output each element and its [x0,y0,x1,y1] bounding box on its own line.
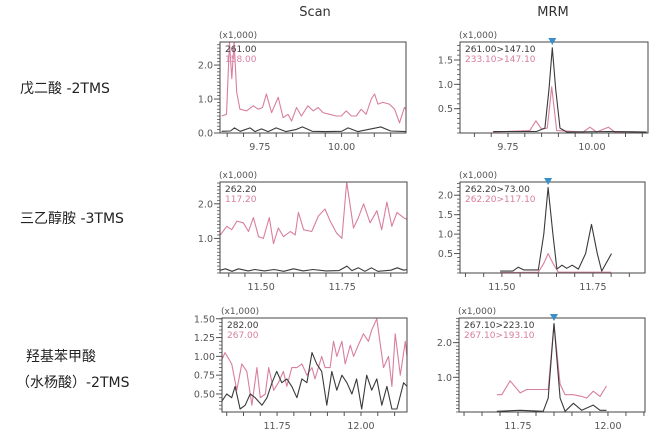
series-line-262.20>73.00 [500,186,612,272]
x-tick-label: 11.50 [248,282,275,293]
series-line-261.00 [221,126,406,133]
plot-frame [459,181,646,274]
y-tick-label: 1.50 [194,314,215,325]
series-line-267.00 [222,318,407,406]
series-line-262.20>117.10 [500,253,612,273]
column-title-scan: Scan [299,5,331,20]
legend-entry: 261.00>147.10 [465,45,536,55]
legend-entry: 261.00 [225,45,257,55]
x-tick-label: 11.75 [504,421,531,432]
x-tick-label: 12.00 [594,421,621,432]
chart-panel-mrm: 1.0 2.0 11.75 12.00 (x1,000) 267.10>223.10267… [437,307,646,432]
x-tick-label: 9.75 [497,142,518,153]
y-tick-label: 2.0 [198,61,213,72]
peak-marker-icon [549,314,558,321]
peak-marker-icon [548,38,557,45]
legend-entry: 267.10>193.10 [464,331,535,341]
x-tick-label: 11.75 [579,282,606,293]
series-line-282.00 [222,352,407,410]
series-line-158.00 [221,42,406,124]
y-tick-label: 0.0 [198,129,213,140]
legend-entry: 262.20 [225,185,257,195]
y-scale-label: (x1,000) [221,307,259,317]
y-tick-label: 1.5 [438,210,453,221]
y-scale-label: (x1,000) [219,31,257,41]
legend-entry: 158.00 [225,55,257,65]
x-tick-label: 12.00 [347,421,374,432]
chart-panel-mrm: 0.5 1.0 1.5 2.0 11.50 11.75 (x1,000) 262.20>73.… [438,171,646,293]
y-tick-label: 1.5 [438,56,453,67]
series-line-261.00>147.10 [493,47,647,133]
y-tick-label: 2.0 [437,338,452,349]
series-line-262.20 [220,265,407,272]
column-title-mrm: MRM [537,5,569,20]
series-line-233.10>147.10 [493,86,647,133]
series-line-117.20 [220,182,407,245]
chart-panel-mrm: 0.5 1.0 1.5 9.75 10.00 (x1,000) 261.00>147.102… [438,31,649,153]
y-tick-label: 1.0 [438,230,453,241]
plot-frame [219,41,407,134]
x-tick-label: 11.75 [329,282,356,293]
peak-marker-icon [544,178,553,185]
plot-frame [221,317,408,413]
legend-entry: 233.10>147.10 [465,55,536,65]
y-tick-label: 0.5 [438,104,453,115]
y-tick-label: 1.00 [194,352,215,363]
chart-panel-scan: 0.50 0.75 1.00 1.25 1.50 11.75 12.00 (x1,000) 28… [194,307,408,432]
x-tick-label: 10.00 [578,142,605,153]
legend-entry: 267.10>223.10 [464,321,535,331]
legend-entry: 267.00 [227,331,259,341]
legend-entry: 262.20>73.00 [465,185,530,195]
y-tick-label: 0.50 [194,389,215,400]
legend-entry: 262.20>117.10 [465,195,536,205]
compound-label-triethanolamine: 三乙醇胺 -3TMS [20,211,124,227]
y-tick-label: 1.0 [437,373,452,384]
compound-label-hydroxybenzoic-acid: 羟基苯甲酸 [26,349,96,365]
x-tick-label: 11.50 [488,282,515,293]
y-scale-label: (x1,000) [459,31,497,41]
y-tick-label: 0.5 [438,249,453,260]
plot-frame [219,181,408,274]
series-line-267.10>223.10 [496,322,607,412]
y-tick-label: 1.0 [438,80,453,91]
x-tick-label: 10.00 [328,142,355,153]
y-tick-label: 1.0 [198,95,213,106]
compound-label-glutaric-acid: 戊二酸 -2TMS [20,81,110,97]
x-tick-label: 9.75 [249,142,270,153]
plot-frame [458,317,646,413]
x-tick-label: 11.75 [263,421,290,432]
legend-entry: 117.20 [225,195,257,205]
y-scale-label: (x1,000) [459,171,497,181]
y-tick-label: 1.0 [198,234,213,245]
legend-entry: 282.00 [227,321,259,331]
y-tick-label: 0.75 [194,371,215,382]
y-tick-label: 2.0 [198,199,213,210]
y-scale-label: (x1,000) [458,307,496,317]
y-scale-label: (x1,000) [219,171,257,181]
compound-label-salicylic-acid: （水杨酸）-2TMS [16,375,130,391]
y-tick-label: 1.25 [194,333,215,344]
y-tick-label: 2.0 [438,191,453,202]
